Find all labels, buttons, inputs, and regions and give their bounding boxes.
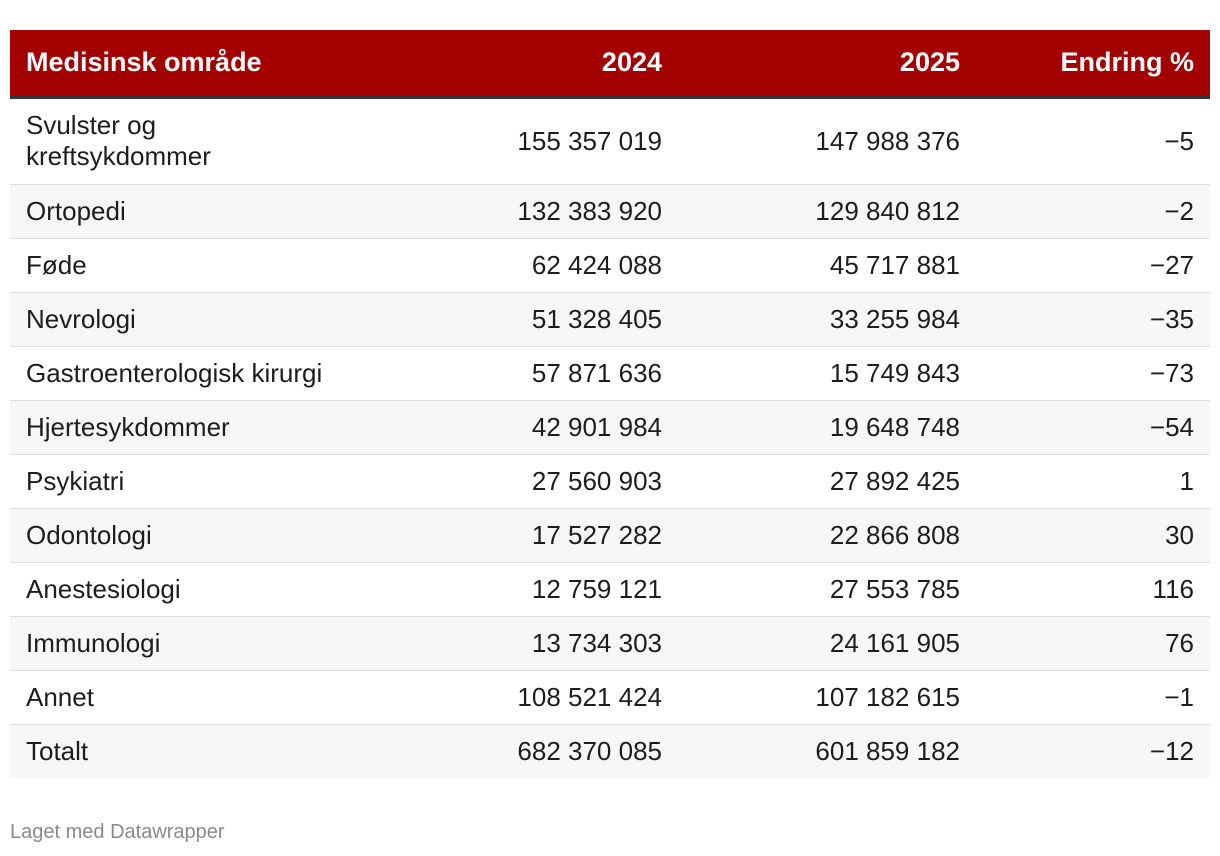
cell-2024: 682 370 085 [420, 724, 678, 778]
cell-area: Svulster og kreftsykdommer [10, 97, 420, 185]
table-header: Medisinsk område 2024 2025 Endring % [10, 30, 1210, 99]
table-row: Hjertesykdommer 42 901 984 19 648 748 −54 [10, 400, 1210, 455]
cell-2024: 12 759 121 [420, 562, 678, 617]
cell-change: −35 [976, 292, 1210, 347]
table-row: Ortopedi 132 383 920 129 840 812 −2 [10, 184, 1210, 239]
cell-change: −54 [976, 400, 1210, 455]
cell-2024: 132 383 920 [420, 184, 678, 239]
table-row: Totalt 682 370 085 601 859 182 −12 [10, 724, 1210, 778]
header-row: Medisinsk område 2024 2025 Endring % [10, 30, 1210, 99]
cell-2025: 107 182 615 [678, 670, 976, 725]
table-row: Psykiatri 27 560 903 27 892 425 1 [10, 454, 1210, 509]
cell-2025: 19 648 748 [678, 400, 976, 455]
cell-change: −2 [976, 184, 1210, 239]
cell-2024: 13 734 303 [420, 616, 678, 671]
table-row: Svulster og kreftsykdommer 155 357 019 147… [10, 97, 1210, 185]
data-table: Medisinsk område 2024 2025 Endring % Svu… [10, 30, 1210, 778]
cell-2024: 27 560 903 [420, 454, 678, 509]
cell-area: Immunologi [10, 616, 420, 671]
cell-2024: 108 521 424 [420, 670, 678, 725]
cell-2025: 601 859 182 [678, 724, 976, 778]
cell-change: 116 [976, 562, 1210, 617]
cell-2024: 51 328 405 [420, 292, 678, 347]
cell-2024: 155 357 019 [420, 97, 678, 185]
cell-2024: 62 424 088 [420, 238, 678, 293]
cell-area: Nevrologi [10, 292, 420, 347]
cell-2025: 24 161 905 [678, 616, 976, 671]
cell-2024: 42 901 984 [420, 400, 678, 455]
cell-change: −27 [976, 238, 1210, 293]
cell-2025: 33 255 984 [678, 292, 976, 347]
cell-change: 76 [976, 616, 1210, 671]
datawrapper-credit[interactable]: Laget med Datawrapper [10, 821, 225, 843]
cell-2025: 27 553 785 [678, 562, 976, 617]
cell-area: Odontologi [10, 508, 420, 563]
header-2025[interactable]: 2025 [678, 30, 976, 99]
cell-2025: 27 892 425 [678, 454, 976, 509]
cell-change: 1 [976, 454, 1210, 509]
table-row: Anestesiologi 12 759 121 27 553 785 116 [10, 562, 1210, 617]
table-row: Nevrologi 51 328 405 33 255 984 −35 [10, 292, 1210, 347]
header-medisinsk-omrade[interactable]: Medisinsk område [10, 30, 420, 99]
cell-area: Føde [10, 238, 420, 293]
header-endring[interactable]: Endring % [976, 30, 1210, 99]
cell-2025: 147 988 376 [678, 97, 976, 185]
cell-change: −12 [976, 724, 1210, 778]
cell-2025: 15 749 843 [678, 346, 976, 401]
header-2024[interactable]: 2024 [420, 30, 678, 99]
cell-area: Totalt [10, 724, 420, 778]
cell-area: Anestesiologi [10, 562, 420, 617]
cell-change: −73 [976, 346, 1210, 401]
table-row: Annet 108 521 424 107 182 615 −1 [10, 670, 1210, 725]
cell-area: Annet [10, 670, 420, 725]
table-body: Svulster og kreftsykdommer 155 357 019 147… [10, 97, 1210, 778]
table-row: Gastroenterologisk kirurgi 57 871 636 15 7… [10, 346, 1210, 401]
cell-change: −1 [976, 670, 1210, 725]
cell-2024: 57 871 636 [420, 346, 678, 401]
cell-area: Ortopedi [10, 184, 420, 239]
table-row: Immunologi 13 734 303 24 161 905 76 [10, 616, 1210, 671]
cell-area: Gastroenterologisk kirurgi [10, 346, 420, 401]
cell-2025: 129 840 812 [678, 184, 976, 239]
cell-change: −5 [976, 97, 1210, 185]
cell-2024: 17 527 282 [420, 508, 678, 563]
cell-area: Psykiatri [10, 454, 420, 509]
cell-area: Hjertesykdommer [10, 400, 420, 455]
table-row: Odontologi 17 527 282 22 866 808 30 [10, 508, 1210, 563]
data-table-container: Medisinsk område 2024 2025 Endring % Svu… [10, 30, 1210, 778]
cell-2025: 22 866 808 [678, 508, 976, 563]
cell-change: 30 [976, 508, 1210, 563]
cell-2025: 45 717 881 [678, 238, 976, 293]
table-row: Føde 62 424 088 45 717 881 −27 [10, 238, 1210, 293]
